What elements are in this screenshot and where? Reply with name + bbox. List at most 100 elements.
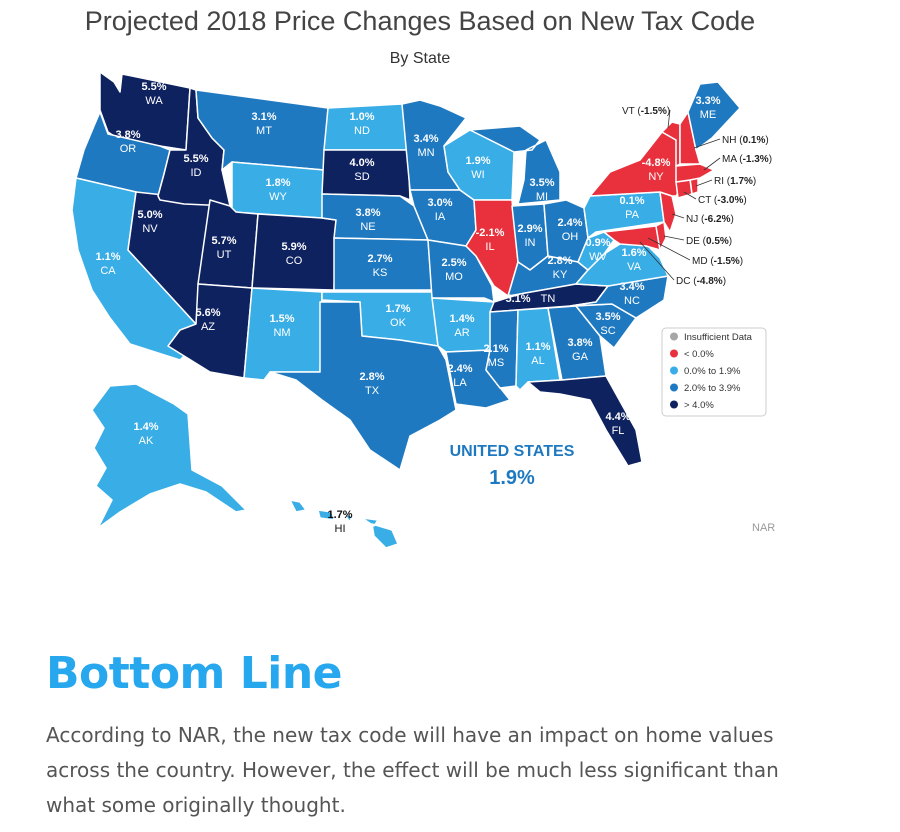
state-value-il: -2.1% (476, 227, 505, 239)
callout-leader-nj (671, 213, 685, 219)
legend-label: > 4.0% (684, 400, 714, 411)
state-shape-tx (269, 301, 457, 471)
callout-md: MD (-1.5%) (692, 256, 743, 267)
state-abbr-il: IL (485, 241, 494, 253)
state-abbr-ak: AK (139, 435, 154, 447)
state-value-mo: 2.5% (441, 257, 466, 269)
state-value-ca: 1.1% (95, 251, 120, 263)
state-shape-nc (569, 275, 669, 319)
state-abbr-oh: OH (562, 231, 579, 243)
state-shape-ak (91, 383, 247, 529)
legend-label: 0.0% to 1.9% (684, 366, 741, 377)
state-value-nc: 3.4% (619, 281, 644, 293)
state-value-la: 2.4% (447, 363, 472, 375)
state-abbr-fl: FL (612, 425, 625, 437)
state-shape-mi (469, 125, 561, 205)
state-abbr-tn: TN (541, 293, 556, 305)
state-abbr-mi: MI (536, 191, 548, 203)
state-value-al: 1.1% (525, 341, 550, 353)
state-value-wv: 0.9% (585, 237, 610, 249)
legend-swatch (670, 332, 678, 341)
map-legend: Insufficient Data < 0.0% 0.0% to 1.9% 2.0% … (661, 327, 767, 417)
state-abbr-or: OR (120, 143, 137, 155)
chart-title: Projected 2018 Price Changes Based on Ne… (84, 6, 756, 36)
state-value-ny: -4.8% (642, 157, 671, 169)
state-value-nv: 5.0% (137, 209, 162, 221)
state-abbr-nv: NV (142, 223, 158, 235)
state-shape-sd (321, 149, 411, 201)
state-abbr-wv: WV (589, 251, 607, 263)
state-value-me: 3.3% (695, 95, 720, 107)
state-abbr-wa: WA (145, 95, 163, 107)
callout-leader-ri (695, 179, 713, 187)
callout-de: DE (0.5%) (686, 236, 732, 247)
state-value-wa: 5.5% (141, 81, 166, 93)
state-abbr-ny: NY (648, 171, 664, 183)
state-value-tx: 2.8% (359, 371, 384, 383)
callout-ri: RI (1.7%) (714, 176, 756, 187)
us-state-map: 5.5% WA 3.8% OR 1.1% CA 5.0% NV 5.5% ID 3.1% MT 1.8%… (71, 71, 772, 549)
state-abbr-ok: OK (390, 317, 407, 329)
callout-leader-ma (703, 157, 721, 171)
state-abbr-ky: KY (553, 269, 568, 281)
bottom-line-text: According to NAR, the new tax code will … (46, 723, 779, 817)
state-abbr-pa: PA (625, 209, 640, 221)
source-label: NAR (752, 522, 776, 534)
callout-nh: NH (0.1%) (722, 135, 769, 146)
chart-subtitle: By State (389, 50, 451, 67)
state-abbr-ut: UT (217, 249, 232, 261)
state-shape-hi (289, 499, 399, 549)
state-value-ky: 2.8% (547, 255, 572, 267)
state-abbr-ne: NE (360, 221, 375, 233)
state-value-ar: 1.4% (449, 313, 474, 325)
state-value-va: 1.6% (621, 247, 646, 259)
callout-ct: CT (-3.0%) (698, 195, 747, 206)
state-abbr-me: ME (700, 109, 717, 121)
state-abbr-mt: MT (256, 125, 272, 137)
state-value-fl: 4.4% (605, 411, 630, 423)
state-abbr-nm: NM (273, 327, 290, 339)
state-abbr-ks: KS (373, 267, 388, 279)
state-abbr-ar: AR (454, 327, 469, 339)
state-value-ks: 2.7% (367, 253, 392, 265)
callout-leader-vt (667, 109, 671, 129)
state-value-co: 5.9% (281, 241, 306, 253)
state-abbr-wy: WY (269, 191, 287, 203)
state-value-ga: 3.8% (567, 337, 592, 349)
state-shape-fl (527, 375, 643, 467)
state-abbr-ca: CA (100, 265, 116, 277)
state-value-nm: 1.5% (269, 313, 294, 325)
callout-leader-dc (639, 241, 675, 281)
state-value-ut: 5.7% (211, 235, 236, 247)
state-value-mi: 3.5% (529, 177, 554, 189)
legend-swatch (670, 366, 678, 375)
us-label: UNITED STATES (450, 443, 575, 460)
state-abbr-wi: WI (471, 169, 484, 181)
state-value-ak: 1.4% (133, 421, 158, 433)
state-abbr-ia: IA (435, 211, 446, 223)
bottom-line-heading: Bottom Line (46, 648, 343, 699)
legend-label: 2.0% to 3.9% (684, 383, 741, 394)
state-abbr-ga: GA (572, 351, 589, 363)
legend-swatch (670, 349, 678, 358)
state-abbr-mo: MO (445, 271, 463, 283)
callout-vt: VT (-1.5%) (622, 106, 670, 117)
state-value-sd: 4.0% (349, 157, 374, 169)
state-value-in: 2.9% (517, 223, 542, 235)
state-value-nd: 1.0% (349, 111, 374, 123)
state-abbr-tx: TX (365, 385, 380, 397)
us-value: 1.9% (489, 467, 535, 489)
state-abbr-ms: MS (488, 357, 505, 369)
state-abbr-al: AL (531, 355, 544, 367)
state-abbr-az: AZ (201, 321, 215, 333)
state-value-mt: 3.1% (251, 111, 276, 123)
state-shape-me (687, 81, 741, 151)
state-value-wy: 1.8% (265, 177, 290, 189)
state-value-pa: 0.1% (619, 195, 644, 207)
state-value-oh: 2.4% (557, 217, 582, 229)
state-value-mn: 3.4% (413, 133, 438, 145)
callout-dc: DC (-4.8%) (676, 276, 726, 287)
state-abbr-hi: HI (335, 523, 346, 535)
state-abbr-mn: MN (417, 147, 434, 159)
callout-leader-md (647, 237, 691, 261)
